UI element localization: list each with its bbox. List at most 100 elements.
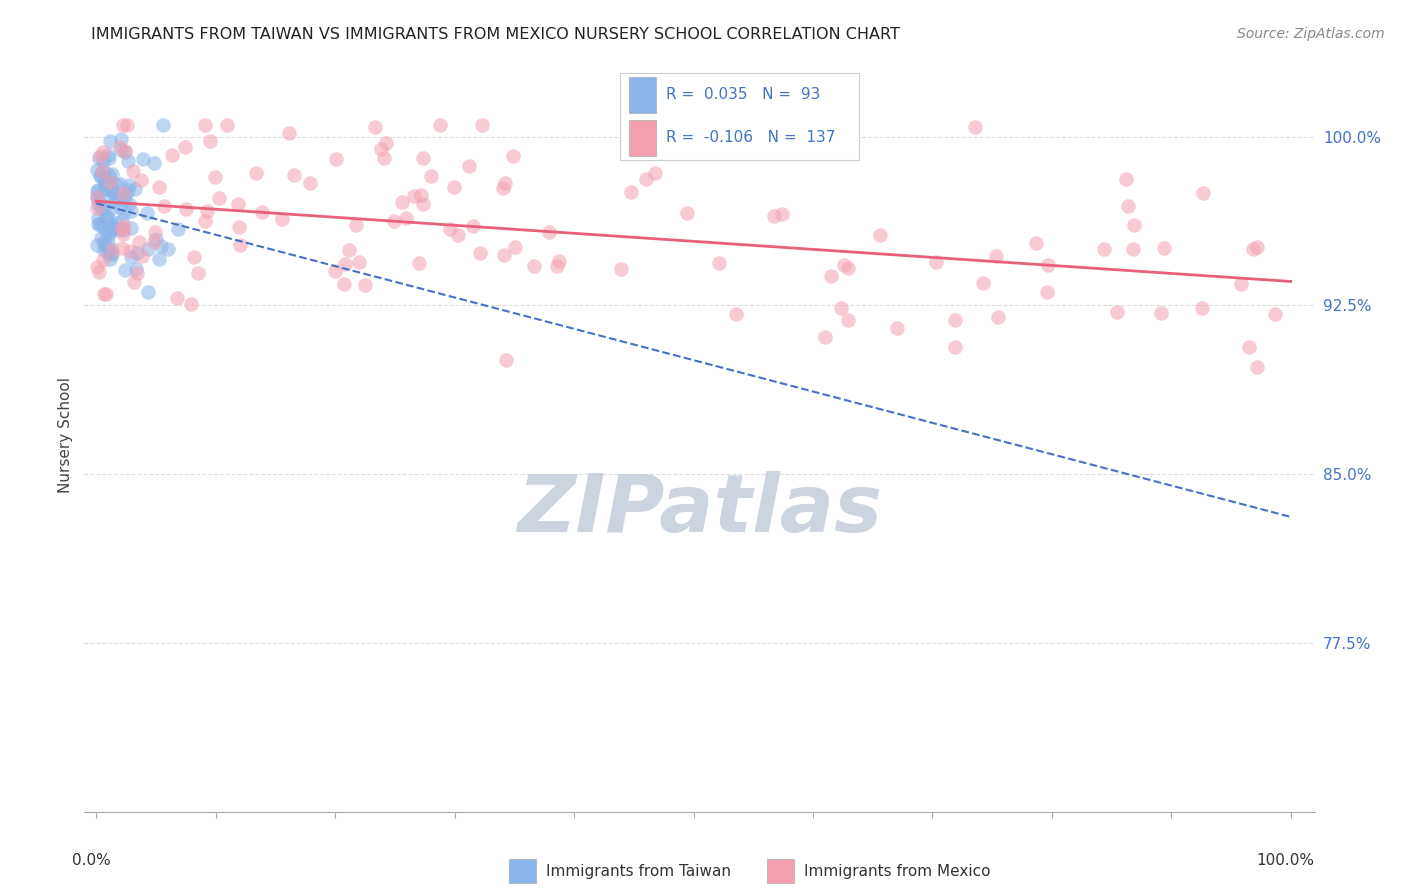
Point [277, 126, 299, 140]
Point [987, 310, 1010, 324]
Point [837, 312, 859, 326]
Point [832, 258, 855, 272]
Point [333, 277, 356, 291]
Point [963, 120, 986, 135]
Point [86, 184, 108, 198]
Point [762, 209, 785, 223]
Point [108, 140, 131, 154]
Point [195, 204, 218, 219]
Point [96, 212, 118, 227]
Point [98, 221, 121, 235]
Point [471, 119, 494, 133]
Point [93, 198, 115, 212]
Point [101, 167, 124, 181]
Point [676, 206, 699, 220]
Point [204, 170, 226, 185]
Point [90, 201, 112, 215]
Point [98, 220, 121, 235]
Point [93, 286, 115, 301]
Point [98, 202, 121, 217]
Point [96, 174, 118, 188]
Point [458, 159, 481, 173]
Point [924, 255, 946, 269]
Point [1264, 307, 1286, 321]
Point [117, 183, 139, 197]
Point [226, 197, 249, 211]
Point [1036, 258, 1059, 272]
Point [174, 140, 197, 154]
Point [252, 204, 274, 219]
Point [228, 219, 250, 234]
Point [127, 266, 149, 280]
Point [124, 182, 146, 196]
Point [619, 185, 641, 199]
Point [157, 242, 180, 256]
Point [770, 206, 793, 220]
Point [132, 153, 155, 167]
Text: R =  -0.106   N =  137: R = -0.106 N = 137 [666, 130, 835, 145]
Point [298, 177, 321, 191]
Point [131, 249, 153, 263]
Point [505, 240, 527, 254]
Point [1094, 242, 1116, 256]
Point [830, 301, 852, 316]
Point [91, 253, 114, 268]
Point [148, 179, 170, 194]
Point [91, 219, 114, 234]
Point [86, 190, 108, 204]
Point [111, 221, 134, 235]
Point [814, 329, 837, 343]
Point [112, 205, 135, 219]
Point [548, 253, 571, 268]
Point [112, 193, 135, 207]
Text: Immigrants from Mexico: Immigrants from Mexico [804, 863, 991, 879]
Text: 100.0%: 100.0% [1257, 853, 1315, 868]
Point [100, 221, 122, 235]
Point [412, 196, 434, 211]
Point [100, 246, 122, 260]
Point [375, 136, 398, 150]
Point [101, 243, 124, 257]
Point [610, 261, 633, 276]
Point [91, 163, 114, 178]
Point [492, 248, 515, 262]
Text: R =  0.035   N =  93: R = 0.035 N = 93 [666, 87, 821, 103]
Point [187, 266, 209, 280]
Point [494, 176, 516, 190]
Point [114, 144, 136, 158]
Point [174, 202, 197, 216]
Point [183, 250, 205, 264]
Point [492, 181, 515, 195]
Point [148, 252, 170, 266]
Point [107, 191, 129, 205]
Point [93, 235, 115, 249]
Point [344, 218, 367, 232]
Point [97, 236, 120, 251]
Point [1107, 305, 1129, 319]
Point [1230, 277, 1253, 291]
Point [97, 151, 120, 165]
Point [429, 119, 451, 133]
Point [111, 241, 134, 255]
Point [101, 186, 124, 200]
Point [354, 277, 377, 292]
Point [709, 256, 731, 270]
Point [194, 214, 217, 228]
Point [103, 219, 125, 233]
Point [136, 206, 159, 220]
Text: IMMIGRANTS FROM TAIWAN VS IMMIGRANTS FROM MEXICO NURSERY SCHOOL CORRELATION CHAR: IMMIGRANTS FROM TAIWAN VS IMMIGRANTS FRO… [91, 27, 900, 42]
Point [972, 276, 994, 290]
Point [94, 183, 117, 197]
Point [1246, 240, 1268, 254]
Point [443, 179, 465, 194]
Point [87, 211, 110, 225]
Point [1241, 242, 1264, 256]
Point [90, 231, 112, 245]
Point [837, 261, 859, 276]
Point [98, 227, 121, 241]
Point [93, 182, 115, 196]
Point [382, 213, 405, 227]
Point [108, 200, 131, 214]
Y-axis label: Nursery School: Nursery School [58, 376, 73, 493]
Point [110, 132, 132, 146]
